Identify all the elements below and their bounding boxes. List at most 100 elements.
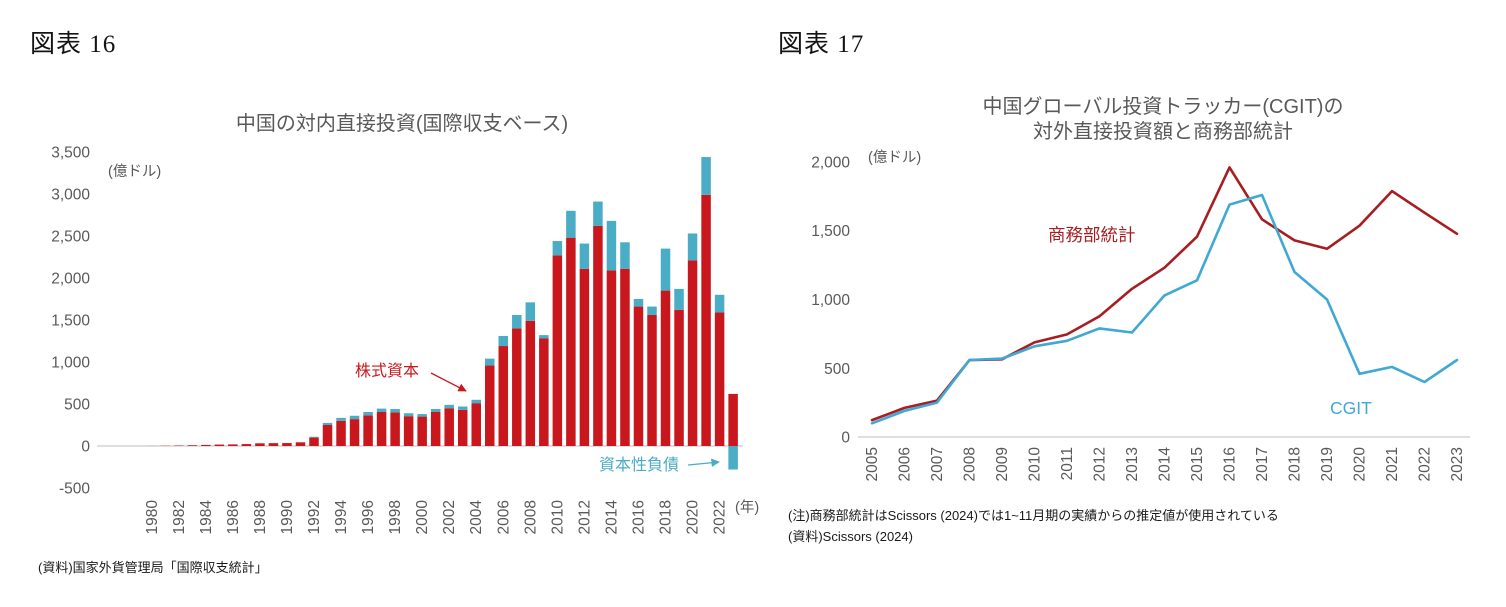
chart16-unit-label: (億ドル) — [108, 163, 161, 180]
bar-equity-1990 — [282, 443, 292, 446]
bar-debt-2018 — [660, 248, 671, 291]
chart17-x-tick-label: 2015 — [1189, 447, 1206, 481]
chart16-y-tick-label: 1,000 — [51, 355, 90, 372]
chart16-x-tick-label: 2000 — [414, 500, 431, 535]
chart17-x-tick-label: 2010 — [1027, 447, 1044, 482]
chart17-x-tick-label: 2013 — [1124, 447, 1141, 481]
bar-debt-2020 — [687, 233, 698, 261]
series-line-mofcom — [870, 166, 1459, 422]
chart16-x-tick-label: 1982 — [171, 500, 188, 534]
chart16-x-tick-label: 2002 — [441, 500, 458, 534]
bar-equity-2023 — [728, 393, 738, 446]
chart17-x-tick-label: 2022 — [1417, 447, 1434, 481]
bar-equity-2016 — [633, 306, 644, 446]
bar-equity-2004 — [471, 403, 481, 446]
chart16-x-tick-label: 2018 — [658, 500, 675, 534]
chart17-y-tick-label: 1,500 — [811, 223, 850, 240]
figure17-source: (資料)Scissors (2024) — [788, 529, 913, 544]
bar-equity-1983 — [187, 445, 198, 446]
chart17-y-tick-label: 1,000 — [811, 292, 850, 309]
chart16-title: 中国の対内直接投資(国際収支ベース) — [236, 112, 568, 135]
chart17-title-line2: 対外直接投資額と商務部統計 — [1033, 120, 1293, 143]
bar-equity-1988 — [255, 443, 265, 446]
bar-equity-2010 — [552, 255, 563, 446]
bar-equity-2006 — [498, 346, 509, 446]
bar-equity-2001 — [430, 411, 441, 446]
chart16-y-tick-label: 1,500 — [51, 313, 90, 330]
bar-equity-1989 — [268, 443, 279, 446]
chart17-x-tick-label: 2012 — [1092, 447, 1109, 481]
bar-debt-2006 — [498, 335, 509, 347]
bar-debt-2023 — [728, 446, 738, 470]
chart16-year-axis-label: (年) — [735, 499, 759, 516]
bar-debt-1997 — [376, 408, 387, 412]
bar-equity-2018 — [660, 290, 671, 446]
bar-equity-2003 — [457, 409, 468, 446]
bar-equity-1987 — [241, 444, 252, 446]
bar-equity-1991 — [295, 442, 306, 446]
chart16-x-tick-label: 2012 — [576, 500, 593, 534]
chart16-x-tick-label: 2004 — [468, 500, 485, 535]
chart16-x-tick-label: 1994 — [333, 500, 350, 535]
bar-debt-2004 — [471, 399, 481, 404]
figure17-note: (注)商務部統計はScissors (2024)では1~11月期の実績からの推定… — [788, 508, 1279, 523]
bar-equity-2005 — [485, 365, 495, 446]
bar-equity-1997 — [376, 411, 387, 446]
chart17-x-tick-label: 2019 — [1319, 447, 1336, 481]
bar-equity-2012 — [579, 268, 590, 446]
chart17-x-tick-label: 2018 — [1287, 447, 1304, 481]
chart17-x-tick-label: 2008 — [962, 447, 979, 481]
chart17-x-tick-label: 2021 — [1384, 447, 1401, 481]
chart16-plot-area: -500 0 500 1,000 1,500 2,000 2,500 3,000 3,500 19… — [51, 145, 743, 535]
chart17-y-tick-label: 0 — [841, 430, 850, 447]
chart17-x-tick-label: 2006 — [897, 447, 914, 481]
bar-equity-2007 — [512, 328, 522, 446]
bar-equity-2020 — [687, 260, 698, 446]
chart16-y-tick-label: 3,500 — [51, 145, 90, 162]
chart16-x-tick-label: 1996 — [360, 500, 377, 534]
chart16-x-tick-label: 1986 — [225, 500, 242, 534]
bar-equity-1999 — [403, 416, 414, 446]
bar-equity-2015 — [620, 268, 630, 446]
bar-debt-2019 — [674, 288, 684, 310]
chart17-x-tick-label: 2011 — [1059, 447, 1076, 480]
chart16-x-tick-label: 1998 — [387, 500, 404, 534]
bar-debt-2003 — [457, 406, 468, 410]
chart16-y-tick-label: 2,500 — [51, 229, 90, 246]
bar-debt-2013 — [593, 201, 603, 226]
equity-annotation-label: 株式資本 — [355, 362, 419, 380]
bar-debt-2016 — [633, 299, 644, 307]
bar-equity-1998 — [390, 412, 400, 446]
chart17-y-tick-label: 2,000 — [811, 155, 850, 172]
bar-debt-2011 — [566, 210, 576, 238]
inward-fdi-stacked-bar-chart: 中国の対内直接投資(国際収支ベース) (億ドル) -500 0 500 1,000 1,… — [51, 112, 759, 535]
chart16-x-tick-label: 2010 — [549, 500, 566, 535]
bar-debt-1999 — [403, 413, 414, 417]
bar-equity-2013 — [593, 225, 603, 446]
bar-equity-2019 — [674, 309, 684, 446]
bar-debt-2012 — [579, 243, 590, 269]
bar-debt-2010 — [552, 241, 563, 256]
cgit-series-label: CGIT — [1330, 398, 1372, 418]
bar-debt-2000 — [417, 414, 427, 417]
chart17-unit-label: (億ドル) — [868, 149, 921, 166]
bar-debt-1993 — [322, 422, 333, 425]
chart16-x-tick-label: 1992 — [306, 500, 323, 534]
bar-equity-1996 — [363, 415, 373, 446]
outward-fdi-line-chart: 中国グローバル投資トラッカー(CGIT)の 対外直接投資額と商務部統計 (億ドル… — [811, 95, 1470, 482]
bar-debt-2021 — [701, 157, 711, 195]
chart16-x-tick-label: 1980 — [144, 500, 161, 535]
chart17-x-tick-label: 2009 — [994, 447, 1011, 481]
bar-equity-1986 — [228, 444, 238, 446]
chart16-x-tick-label: 1988 — [252, 500, 269, 534]
bar-equity-1982 — [174, 445, 184, 446]
bar-debt-2001 — [430, 409, 441, 412]
bar-debt-1995 — [349, 415, 360, 420]
chart16-x-tick-label: 1984 — [198, 500, 215, 535]
bar-debt-2015 — [620, 242, 630, 269]
chart16-x-tick-label: 1990 — [279, 500, 296, 535]
bar-debt-2008 — [525, 302, 536, 321]
bar-equity-2002 — [444, 408, 454, 446]
bar-equity-1985 — [214, 444, 225, 446]
